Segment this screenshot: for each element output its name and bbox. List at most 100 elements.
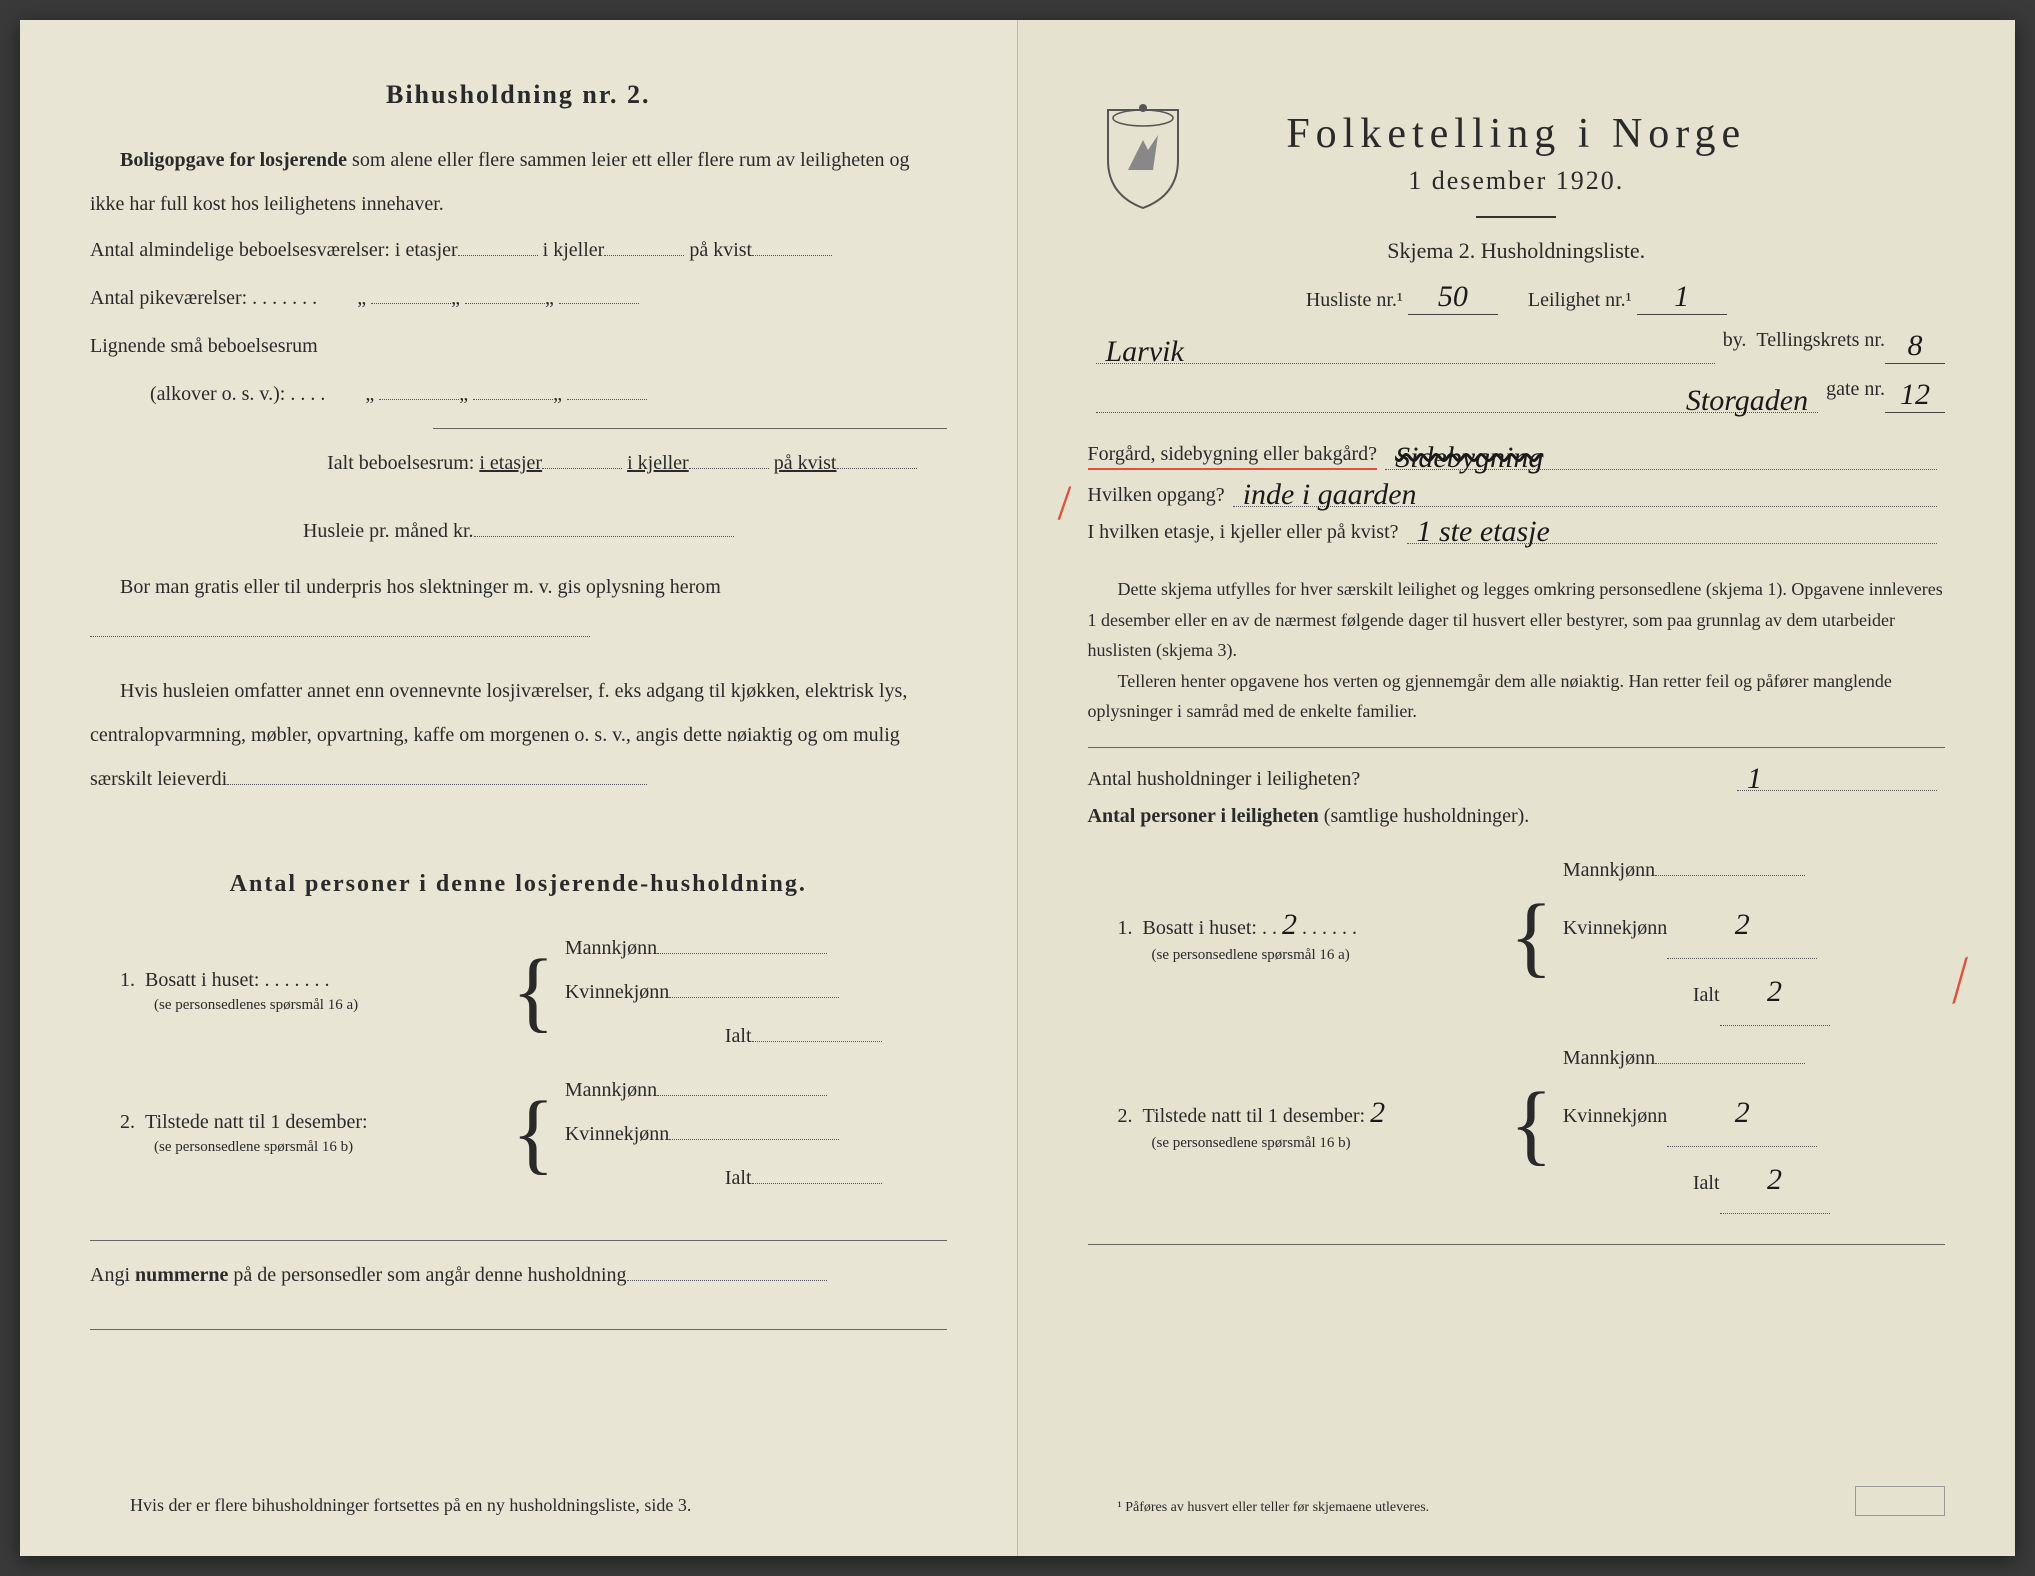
left-title: Bihusholdning nr. 2. xyxy=(90,80,947,110)
q1-group: 1. Bosatt i huset: . . . . . . . (se per… xyxy=(120,926,947,1058)
hush-val: 1 xyxy=(1747,762,1762,796)
blank-extra xyxy=(227,784,647,785)
rooms3a: Lignende små beboelsesrum xyxy=(90,335,318,357)
numline-pre: Angi xyxy=(90,1264,135,1286)
krets-val: 8 xyxy=(1885,329,1945,364)
q2-group: 2. Tilstede natt til 1 desember: (se per… xyxy=(120,1068,947,1200)
total-label-1: Ialt xyxy=(565,1025,752,1047)
blank-8 xyxy=(473,399,553,400)
male-r2: Mannkjønn xyxy=(1563,1047,1655,1069)
hush-label: Antal husholdninger i leiligheten? xyxy=(1088,768,1361,791)
left-page: Bihusholdning nr. 2. Boligopgave for los… xyxy=(20,20,1018,1556)
forgard-label: Forgård, sidebygning eller bakgård? xyxy=(1088,443,1378,470)
rent-line: Husleie pr. måned kr. xyxy=(90,507,947,555)
husliste-label: Husliste nr.¹ xyxy=(1306,289,1403,311)
male-label-2: Mannkjønn xyxy=(565,1079,657,1101)
total-r1: Ialt xyxy=(1563,984,1720,1006)
rq2-val: 2 xyxy=(1370,1096,1385,1129)
male-label: Mannkjønn xyxy=(565,937,657,959)
numline: Angi nummerne på de personsedler som ang… xyxy=(90,1251,947,1299)
right-footnote: ¹ Påføres av husvert eller teller før sk… xyxy=(1118,1500,1430,1516)
blank-mr2 xyxy=(1655,1063,1805,1064)
blank-12 xyxy=(837,468,917,469)
pers-rest: (samtlige husholdninger). xyxy=(1324,805,1530,827)
rooms-line-1: Antal almindelige beboelsesværelser: i e… xyxy=(90,226,947,274)
intro-paragraph: Boligopgave for losjerende som alene ell… xyxy=(90,138,947,226)
q1-label: Bosatt i huset: . . . . . . . xyxy=(145,969,329,991)
female-label: Kvinnekjønn xyxy=(565,981,669,1003)
pers-label: Antal personer i leiligheten (samtlige h… xyxy=(1088,805,1946,828)
floors-c2: på kvist xyxy=(774,452,837,474)
blank-mr1 xyxy=(1655,875,1805,876)
q2-sub: (se personsedlene spørsmål 16 b) xyxy=(120,1139,353,1155)
blank-t1 xyxy=(752,1041,882,1042)
q2-label: Tilstede natt til 1 desember: xyxy=(145,1111,368,1133)
main-title: Folketelling i Norge xyxy=(1088,110,1946,158)
blank-f1 xyxy=(669,997,839,998)
census-document: Bihusholdning nr. 2. Boligopgave for los… xyxy=(20,20,2015,1556)
female-val-r2: 2 xyxy=(1667,1080,1817,1147)
gratis-line: Bor man gratis eller til underpris hos s… xyxy=(90,565,947,653)
brace-icon: { xyxy=(512,956,555,1028)
blank-num xyxy=(627,1280,827,1281)
blank-6 xyxy=(559,303,639,304)
blank-gratis xyxy=(90,636,590,637)
rq1-group: 1. Bosatt i huset: . . 2 . . . . . . (se… xyxy=(1118,848,1946,1026)
blank-2 xyxy=(604,255,684,256)
numline-bold: nummerne xyxy=(135,1264,228,1286)
by-label: by. xyxy=(1723,329,1747,364)
forgard-ans: Sidebygning xyxy=(1395,441,1543,475)
total-label: Ialt beboelsesrum: xyxy=(327,452,474,474)
extra-para: Hvis husleien omfatter annet enn ovennev… xyxy=(90,669,947,801)
blank-9 xyxy=(567,399,647,400)
gate-val: Storgaden xyxy=(1686,384,1808,418)
brace-icon-3: { xyxy=(1510,901,1553,973)
female-label-2: Kvinnekjønn xyxy=(565,1123,669,1145)
blank-11 xyxy=(689,468,769,469)
blank-m1 xyxy=(657,953,827,954)
blank-f2 xyxy=(669,1139,839,1140)
gate-row: Storgaden gate nr. 12 xyxy=(1088,378,1946,413)
female-val-r1: 2 xyxy=(1667,892,1817,959)
coat-of-arms-icon xyxy=(1098,100,1188,210)
rooms2-label: Antal pikeværelser: . . . . . . . xyxy=(90,287,317,309)
etasje-row: I hvilken etasje, i kjeller eller på kvi… xyxy=(1088,521,1946,544)
blank-1 xyxy=(458,255,538,256)
forgard-row: Forgård, sidebygning eller bakgård? Side… xyxy=(1088,443,1946,470)
rq1-label: Bosatt i huset: . . xyxy=(1143,917,1277,939)
numline-post: på de personsedler som angår denne husho… xyxy=(228,1264,626,1286)
gate-no: 12 xyxy=(1885,378,1945,413)
floors-b: i kjeller xyxy=(543,239,605,261)
extra-text: Hvis husleien omfatter annet enn ovennev… xyxy=(90,680,907,790)
red-slash-mark: / xyxy=(1058,473,1072,531)
husliste-row: Husliste nr.¹ 50 Leilighet nr.¹ 1 xyxy=(1088,280,1946,315)
instructions-2: Telleren henter opgavene hos verten og g… xyxy=(1088,666,1946,727)
rooms1-label: Antal almindelige beboelsesværelser: xyxy=(90,239,390,261)
rq1-sub: (se personsedlene spørsmål 16 a) xyxy=(1118,947,1350,963)
rooms-line-2: Antal pikeværelser: . . . . . . . „ „ „ xyxy=(90,274,947,322)
floors-b2: i kjeller xyxy=(627,452,689,474)
right-page: Folketelling i Norge 1 desember 1920. Sk… xyxy=(1018,20,2016,1556)
etasje-ans: 1 ste etasje xyxy=(1417,515,1550,549)
hush-row: Antal husholdninger i leiligheten? 1 xyxy=(1088,768,1946,791)
opgang-label: Hvilken opgang? xyxy=(1088,484,1225,507)
left-footnote: Hvis der er flere bihusholdninger fortse… xyxy=(130,1495,691,1516)
blank-10 xyxy=(542,468,622,469)
red-check-mark: ⁄ xyxy=(1933,916,1988,1043)
rooms-line-3: Lignende små beboelsesrum (alkover o. s.… xyxy=(90,322,947,418)
female-r2: Kvinnekjønn xyxy=(1563,1105,1667,1127)
rq2-group: 2. Tilstede natt til 1 desember: 2 (se p… xyxy=(1118,1036,1946,1214)
male-r1: Mannkjønn xyxy=(1563,859,1655,881)
questions-block: / Forgård, sidebygning eller bakgård? Si… xyxy=(1088,443,1946,544)
blank-5 xyxy=(465,303,545,304)
total-val-r1: 2 xyxy=(1720,959,1830,1026)
main-date: 1 desember 1920. xyxy=(1088,166,1946,196)
gratis-text: Bor man gratis eller til underpris hos s… xyxy=(120,576,721,598)
q1-sub: (se personsedlenes spørsmål 16 a) xyxy=(120,997,358,1013)
female-r1: Kvinnekjønn xyxy=(1563,917,1667,939)
opgang-row: Hvilken opgang? inde i gaarden xyxy=(1088,484,1946,507)
total-val-r2: 2 xyxy=(1720,1147,1830,1214)
title-rule xyxy=(1476,216,1556,218)
rq1-val: 2 xyxy=(1282,908,1297,941)
leilighet-val: 1 xyxy=(1637,280,1727,315)
